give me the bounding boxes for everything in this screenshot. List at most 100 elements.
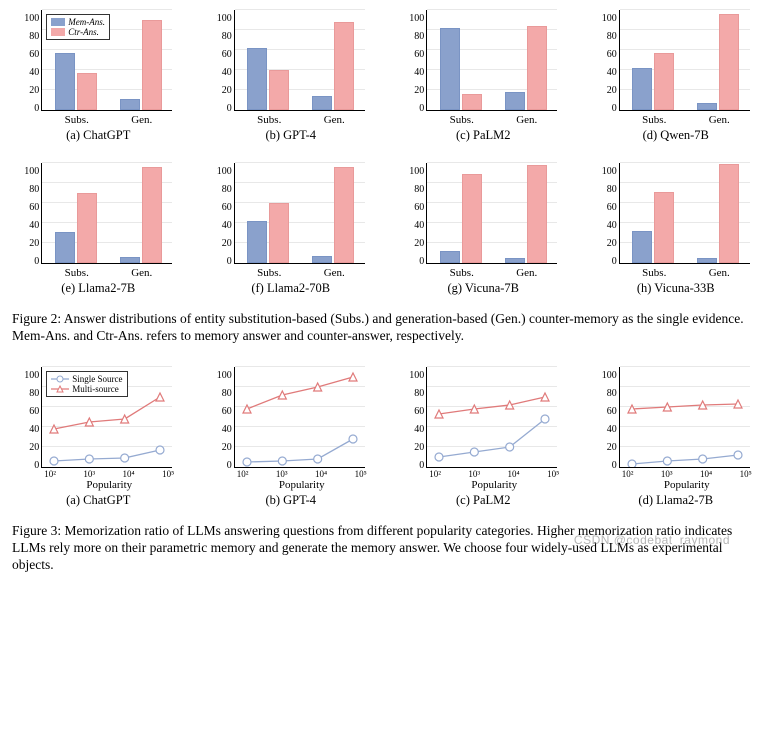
xtick-label: Subs.: [429, 114, 494, 126]
ytick-label: 80: [607, 185, 617, 195]
xtick-label: 10⁴: [508, 469, 520, 479]
ytick-label: 60: [29, 50, 39, 60]
panel-caption: (d) Qwen-7B: [643, 128, 709, 143]
xtick-label: 10²: [237, 469, 249, 479]
ytick-label: 0: [419, 461, 424, 471]
bar-ctr: [654, 53, 674, 110]
xtick-label: 10⁴: [700, 469, 712, 479]
figure-3-grid: 100806040200Single SourceMulti-source10²…: [12, 367, 762, 508]
ytick-label: 20: [29, 86, 39, 96]
x-axis-label: Popularity: [664, 479, 710, 491]
xtick-label: Gen.: [687, 114, 752, 126]
bar-ctr: [527, 165, 547, 263]
bar-plot: [234, 10, 365, 111]
ytick-label: 0: [227, 461, 232, 471]
line-plot: Single SourceMulti-source: [41, 367, 172, 468]
line-plot: [619, 367, 750, 468]
bar-mem: [55, 232, 75, 263]
legend-mem-label: Mem-Ans.: [68, 17, 105, 27]
fig2-panel-d: 100806040200Subs.Gen.(d) Qwen-7B: [590, 10, 763, 143]
panel-caption: (c) PaLM2: [456, 128, 511, 143]
ytick-label: 0: [227, 104, 232, 114]
ytick-label: 80: [607, 32, 617, 42]
line-plot: [426, 367, 557, 468]
x-axis-label: Popularity: [86, 479, 132, 491]
xtick-label: 10³: [468, 469, 480, 479]
bar-plot: [41, 163, 172, 264]
xtick-label: Gen.: [494, 114, 559, 126]
bar-plot: Mem-Ans.Ctr-Ans.: [41, 10, 172, 111]
xtick-label: Gen.: [109, 267, 174, 279]
xtick-label: Gen.: [302, 114, 367, 126]
bar-ctr: [719, 14, 739, 110]
xtick-label: 10³: [83, 469, 95, 479]
bar-mem: [440, 251, 460, 263]
ytick-label: 60: [607, 203, 617, 213]
ytick-label: 20: [222, 443, 232, 453]
ytick-label: 40: [607, 221, 617, 231]
ytick-label: 40: [414, 68, 424, 78]
panel-caption: (d) Llama2-7B: [638, 493, 713, 508]
ytick-label: 40: [414, 221, 424, 231]
fig2-panel-g: 100806040200Subs.Gen.(g) Vicuna-7B: [397, 163, 570, 296]
ytick-label: 100: [217, 371, 232, 381]
ytick-label: 80: [29, 185, 39, 195]
figure-2-grid: 100806040200Mem-Ans.Ctr-Ans.Subs.Gen.(a)…: [12, 10, 762, 296]
ytick-label: 0: [34, 104, 39, 114]
ytick-label: 80: [414, 389, 424, 399]
xtick-label: Subs.: [237, 114, 302, 126]
ytick-label: 20: [607, 86, 617, 96]
ytick-label: 40: [607, 425, 617, 435]
bar-ctr: [334, 167, 354, 263]
fig2-panel-b: 100806040200Subs.Gen.(b) GPT-4: [205, 10, 378, 143]
bar-ctr: [77, 73, 97, 110]
bar-plot: [619, 163, 750, 264]
bar-mem: [247, 48, 267, 110]
panel-caption: (g) Vicuna-7B: [447, 281, 519, 296]
figure-3-caption: Figure 3: Memorization ratio of LLMs ans…: [12, 522, 762, 574]
ytick-label: 40: [607, 68, 617, 78]
panel-caption: (a) ChatGPT: [66, 128, 130, 143]
ytick-label: 0: [612, 257, 617, 267]
ytick-label: 60: [414, 203, 424, 213]
ytick-label: 80: [414, 32, 424, 42]
x-axis-label: Popularity: [471, 479, 517, 491]
ytick-label: 100: [217, 14, 232, 24]
ytick-label: 100: [409, 14, 424, 24]
ytick-label: 0: [34, 461, 39, 471]
bar-ctr: [269, 70, 289, 110]
ytick-label: 0: [612, 461, 617, 471]
ytick-label: 60: [222, 50, 232, 60]
ytick-label: 20: [222, 86, 232, 96]
ytick-label: 100: [409, 371, 424, 381]
xtick-label: Gen.: [687, 267, 752, 279]
ytick-label: 0: [419, 257, 424, 267]
fig3-panel-d: 10080604020010²10³10⁴10⁵Popularity(d) Ll…: [590, 367, 763, 508]
ytick-label: 80: [29, 389, 39, 399]
ytick-label: 40: [414, 425, 424, 435]
fig2-panel-f: 100806040200Subs.Gen.(f) Llama2-70B: [205, 163, 378, 296]
panel-caption: (f) Llama2-70B: [251, 281, 330, 296]
fig2-panel-e: 100806040200Subs.Gen.(e) Llama2-7B: [12, 163, 185, 296]
ytick-label: 100: [24, 14, 39, 24]
ytick-label: 20: [607, 443, 617, 453]
bar-mem: [55, 53, 75, 110]
ytick-label: 100: [24, 371, 39, 381]
xtick-label: Subs.: [44, 114, 109, 126]
ytick-label: 80: [607, 389, 617, 399]
ytick-label: 60: [222, 407, 232, 417]
xtick-label: Gen.: [109, 114, 174, 126]
xtick-label: Subs.: [622, 267, 687, 279]
bar-ctr: [527, 26, 547, 110]
bar-mem: [632, 231, 652, 263]
xtick-label: Subs.: [237, 267, 302, 279]
bar-mem: [505, 92, 525, 110]
ytick-label: 100: [409, 167, 424, 177]
xtick-label: 10⁵: [740, 469, 752, 479]
ytick-label: 0: [34, 257, 39, 267]
bar-mem: [505, 258, 525, 263]
ytick-label: 100: [217, 167, 232, 177]
x-axis-label: Popularity: [279, 479, 325, 491]
xtick-label: Gen.: [302, 267, 367, 279]
ytick-label: 40: [29, 221, 39, 231]
